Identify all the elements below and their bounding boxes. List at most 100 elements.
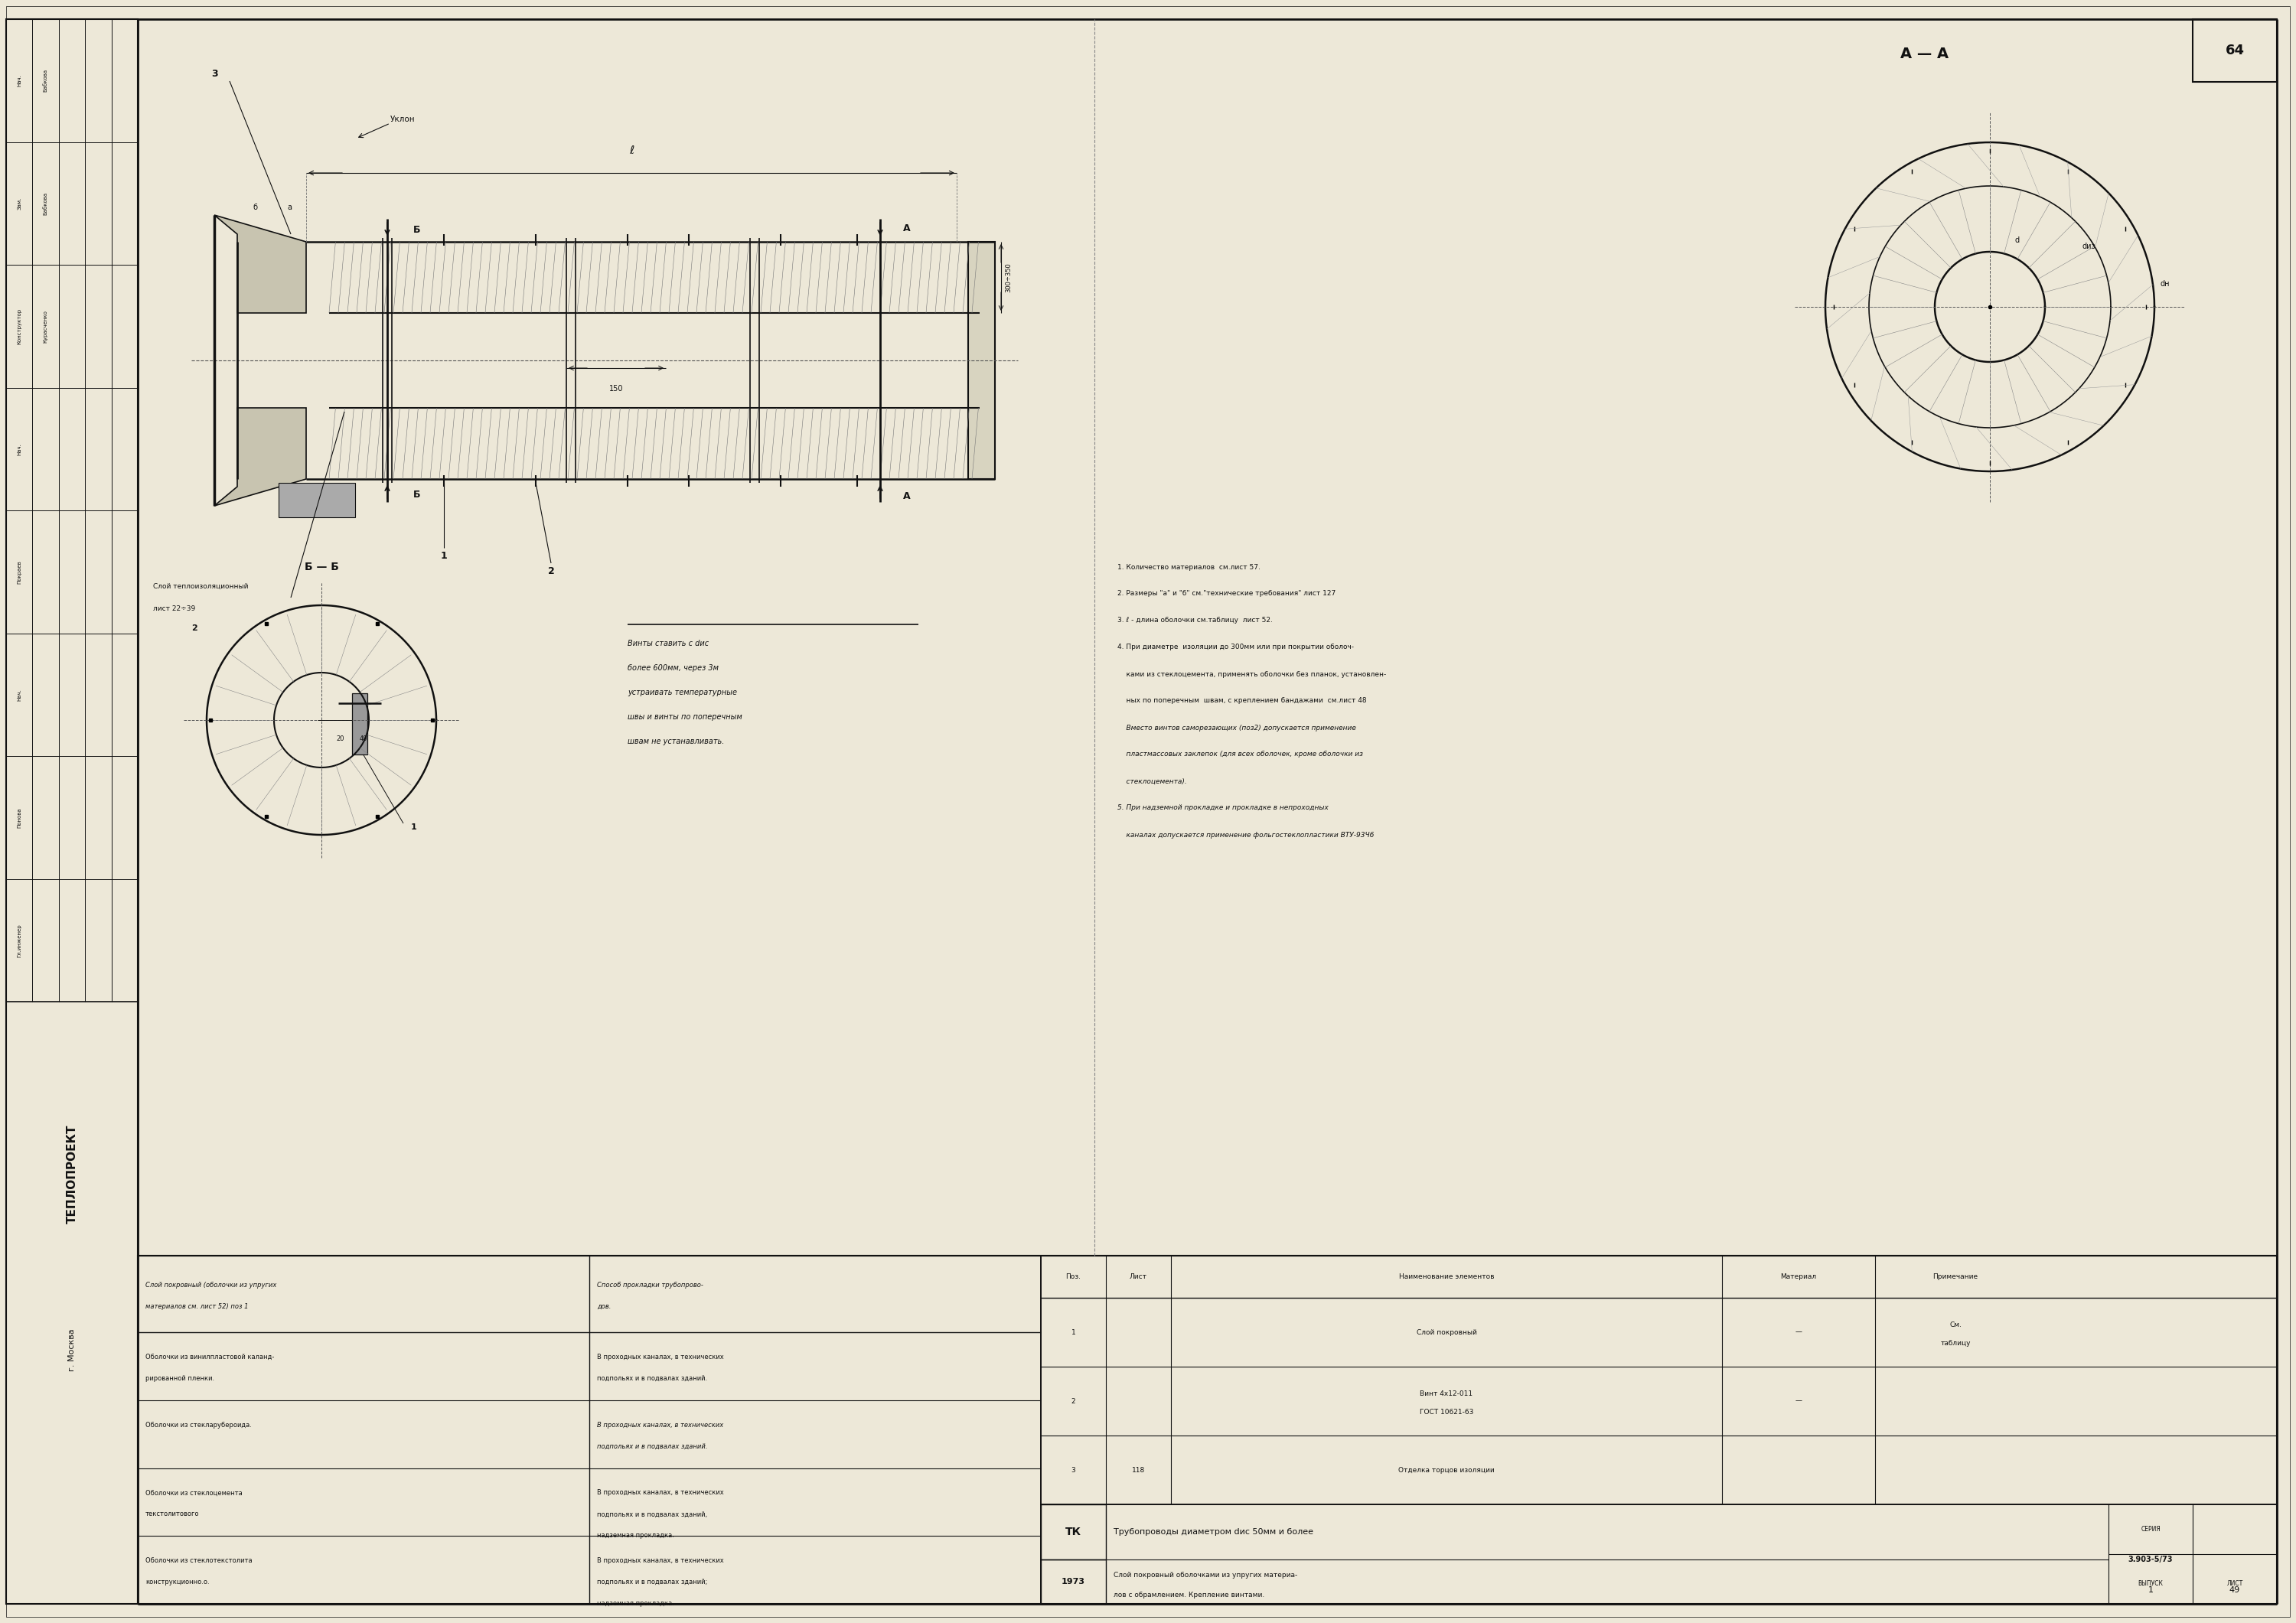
Text: надземная прокладка.: надземная прокладка. <box>597 1532 675 1539</box>
Text: Слой покровный оболочками из упругих материа-: Слой покровный оболочками из упругих мат… <box>1114 1573 1297 1579</box>
Text: —: — <box>1795 1329 1802 1336</box>
Text: пластмассовых заклепок (для всех оболочек, кроме оболочки из: пластмассовых заклепок (для всех оболоче… <box>1118 751 1364 758</box>
Text: текстолитового: текстолитового <box>145 1511 200 1518</box>
Text: рированной пленки.: рированной пленки. <box>145 1375 214 1381</box>
Text: Б: Б <box>413 226 420 235</box>
Text: 1: 1 <box>2149 1586 2154 1594</box>
Text: подпольях и в подвалах зданий,: подпольях и в подвалах зданий, <box>597 1511 707 1518</box>
Text: дов.: дов. <box>597 1303 611 1310</box>
Text: —: — <box>1795 1397 1802 1404</box>
Text: Слой покровный (оболочки из упругих: Слой покровный (оболочки из упругих <box>145 1282 276 1289</box>
Text: 1: 1 <box>1072 1329 1075 1336</box>
Text: подпольях и в подвалах зданий;: подпольях и в подвалах зданий; <box>597 1579 707 1586</box>
Text: a: a <box>287 203 292 211</box>
Bar <box>138 1256 2278 1604</box>
Text: 64: 64 <box>2225 44 2243 57</box>
Text: СЕРИЯ: СЕРИЯ <box>2140 1526 2161 1532</box>
Text: 118: 118 <box>1132 1467 1146 1474</box>
Text: См.: См. <box>1949 1321 1961 1328</box>
Text: г. Москва: г. Москва <box>69 1329 76 1371</box>
Text: подпольях и в подвалах зданий.: подпольях и в подвалах зданий. <box>597 1443 707 1449</box>
Text: ТК: ТК <box>1065 1526 1081 1537</box>
Text: Оболочки из стеклоцемента: Оболочки из стеклоцемента <box>145 1490 243 1496</box>
Text: А — А: А — А <box>1901 47 1949 60</box>
Text: Бабкова: Бабкова <box>44 70 48 93</box>
Text: В проходных каналах, в технических: В проходных каналах, в технических <box>597 1354 723 1360</box>
Text: ГОСТ 10621-63: ГОСТ 10621-63 <box>1419 1409 1474 1415</box>
Text: Понова: Понова <box>16 807 21 828</box>
Text: ТЕПЛОПРОЕКТ: ТЕПЛОПРОЕКТ <box>67 1125 78 1224</box>
Text: более 600мм, через 3м: более 600мм, через 3м <box>627 664 719 672</box>
Text: 40: 40 <box>360 735 367 743</box>
Text: Материал: Материал <box>1779 1274 1816 1281</box>
Text: таблицу: таблицу <box>1940 1341 1970 1347</box>
Text: 3.903-5/73: 3.903-5/73 <box>2128 1555 2172 1563</box>
Text: конструкционно.о.: конструкционно.о. <box>145 1579 209 1586</box>
Text: Конструктор: Конструктор <box>16 308 21 344</box>
Text: швы и винты по поперечным: швы и винты по поперечным <box>627 712 742 721</box>
Text: Поз.: Поз. <box>1065 1274 1081 1281</box>
Text: швам не устанавливать.: швам не устанавливать. <box>627 738 723 745</box>
Text: ками из стеклоцемента, применять оболочки без планок, установлен-: ками из стеклоцемента, применять оболочк… <box>1118 670 1387 677</box>
Text: ℓ: ℓ <box>629 144 634 156</box>
Text: подпольях и в подвалах зданий.: подпольях и в подвалах зданий. <box>597 1375 707 1381</box>
Text: 3. ℓ - длина оболочки см.таблицу  лист 52.: 3. ℓ - длина оболочки см.таблицу лист 52… <box>1118 617 1272 623</box>
Text: Примечание: Примечание <box>1933 1274 1979 1281</box>
Text: ВЫПУСК: ВЫПУСК <box>2138 1581 2163 1587</box>
Text: стеклоцемента).: стеклоцемента). <box>1118 777 1187 784</box>
Text: ЛИСТ: ЛИСТ <box>2227 1581 2243 1587</box>
Text: Оболочки из винилпластовой каланд-: Оболочки из винилпластовой каланд- <box>145 1354 273 1360</box>
Polygon shape <box>214 214 305 313</box>
Text: А: А <box>902 490 912 502</box>
Text: Отделка торцов изоляции: Отделка торцов изоляции <box>1398 1467 1495 1474</box>
Text: Винт 4х12-011: Винт 4х12-011 <box>1419 1389 1474 1397</box>
Bar <box>1040 1256 2278 1505</box>
Text: 300÷350: 300÷350 <box>1006 263 1013 292</box>
Text: надземная прокладка.: надземная прокладка. <box>597 1600 675 1607</box>
Bar <box>1040 1505 1107 1560</box>
Text: Зам.: Зам. <box>16 196 21 209</box>
Text: Оболочки из стеклотекстолита: Оболочки из стеклотекстолита <box>145 1558 253 1565</box>
Text: Лист: Лист <box>1130 1274 1148 1281</box>
Bar <box>2193 19 2278 81</box>
Text: Покраев: Покраев <box>16 560 21 584</box>
Text: материалов см. лист 52) поз 1: материалов см. лист 52) поз 1 <box>145 1303 248 1310</box>
Text: 49: 49 <box>2229 1586 2241 1594</box>
Text: 3: 3 <box>211 68 218 78</box>
Text: 2: 2 <box>549 566 553 576</box>
Text: 3: 3 <box>1072 1467 1075 1474</box>
Text: Курасченко: Курасченко <box>44 310 48 342</box>
Text: лист 22÷39: лист 22÷39 <box>154 605 195 612</box>
Bar <box>7 19 138 1604</box>
Text: 1. Количество материалов  см.лист 57.: 1. Количество материалов см.лист 57. <box>1118 563 1261 570</box>
Text: В проходных каналах, в технических: В проходных каналах, в технических <box>597 1422 723 1428</box>
Bar <box>278 484 356 518</box>
Text: Уклон: Уклон <box>390 115 416 123</box>
Text: Трубопроводы диаметром dис 50мм и более: Трубопроводы диаметром dис 50мм и более <box>1114 1527 1313 1535</box>
Text: 1: 1 <box>411 823 418 831</box>
Text: Гл.инженер: Гл.инженер <box>16 923 21 958</box>
Text: d: d <box>2016 237 2020 243</box>
Text: Нач.: Нач. <box>16 443 21 454</box>
Text: Б — Б: Б — Б <box>305 562 338 573</box>
Text: 2: 2 <box>1072 1397 1075 1404</box>
Text: ных по поперечным  швам, с креплением бандажами  см.лист 48: ных по поперечным швам, с креплением бан… <box>1118 698 1366 704</box>
Bar <box>138 1256 1040 1604</box>
Bar <box>1040 1560 1107 1604</box>
Bar <box>351 693 367 755</box>
Text: 1: 1 <box>441 550 448 560</box>
Text: 20: 20 <box>338 735 344 743</box>
Text: В проходных каналах, в технических: В проходных каналах, в технических <box>597 1558 723 1565</box>
Text: 1973: 1973 <box>1061 1578 1086 1586</box>
Text: Способ прокладки трубопрово-: Способ прокладки трубопрово- <box>597 1282 703 1289</box>
Text: 5. При надземной прокладке и прокладке в непроходных: 5. При надземной прокладке и прокладке в… <box>1118 805 1329 812</box>
Text: б: б <box>253 203 257 211</box>
Text: Слой покровный: Слой покровный <box>1417 1329 1476 1336</box>
Text: Слой теплоизоляционный: Слой теплоизоляционный <box>154 583 248 589</box>
Bar <box>1040 1505 2278 1604</box>
Bar <box>969 242 994 479</box>
Text: 2. Размеры "а" и "б" см."технические требования" лист 127: 2. Размеры "а" и "б" см."технические тре… <box>1118 591 1336 597</box>
Text: dн: dн <box>2161 281 2170 287</box>
Text: устраивать температурные: устраивать температурные <box>627 688 737 696</box>
Text: Наименование элементов: Наименование элементов <box>1398 1274 1495 1281</box>
